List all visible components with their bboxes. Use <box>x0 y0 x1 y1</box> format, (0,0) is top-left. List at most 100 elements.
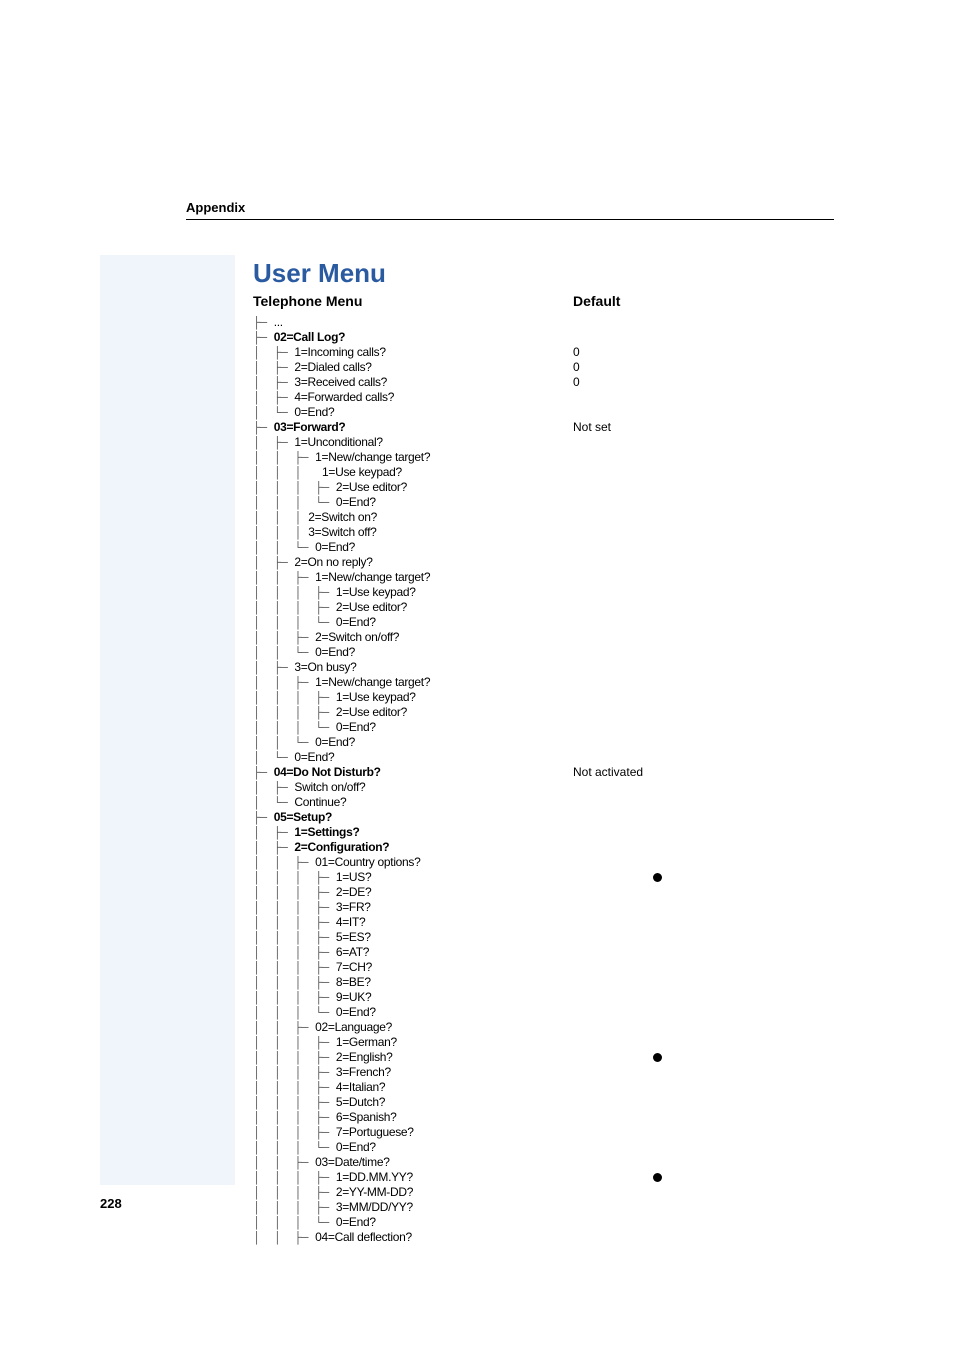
tree-row: │ │ │ ├─ 8=BE? <box>253 975 834 990</box>
tree-row-default <box>573 1020 834 1035</box>
tree-row-default <box>573 435 834 450</box>
tree-row: │ ├─ Switch on/off? <box>253 780 834 795</box>
tree-row: │ │ │ ├─ 2=Use editor? <box>253 480 834 495</box>
tree-row-default <box>573 1035 834 1050</box>
tree-row-default: 0 <box>573 375 834 390</box>
tree-row-default <box>573 780 834 795</box>
tree-row-label: │ ├─ 1=Incoming calls? <box>253 345 573 360</box>
tree-row: ├─ 02=Call Log? <box>253 330 834 345</box>
tree-row-default <box>573 1125 834 1140</box>
tree-row: │ │ │ ├─ 2=DE? <box>253 885 834 900</box>
tree-row: │ │ └─ 0=End? <box>253 735 834 750</box>
tree-row-label: │ │ │ ├─ 7=Portuguese? <box>253 1125 573 1140</box>
tree-row-default <box>573 465 834 480</box>
tree-row-label: │ │ ├─ 1=New/change target? <box>253 570 573 585</box>
default-dot-icon <box>653 1053 662 1062</box>
tree-row: │ ├─ 1=Settings? <box>253 825 834 840</box>
tree-row-default <box>573 450 834 465</box>
tree-row-label: │ │ │ ├─ 4=Italian? <box>253 1080 573 1095</box>
tree-row-default <box>573 690 834 705</box>
tree-row-default <box>573 615 834 630</box>
tree-row-default: 0 <box>573 345 834 360</box>
tree-row: │ │ │ ├─ 1=Use keypad? <box>253 690 834 705</box>
tree-row-default <box>573 1230 834 1245</box>
tree-row-default <box>573 1065 834 1080</box>
col-header-right: Default <box>573 293 834 309</box>
tree-row-default <box>573 1110 834 1125</box>
tree-row: │ ├─ 4=Forwarded calls? <box>253 390 834 405</box>
tree-row: │ ├─ 1=Incoming calls?0 <box>253 345 834 360</box>
tree-row-label: │ │ │ ├─ 1=Use keypad? <box>253 585 573 600</box>
tree-row-label: │ │ │ ├─ 2=Use editor? <box>253 600 573 615</box>
tree-row: │ │ │ ├─ 6=Spanish? <box>253 1110 834 1125</box>
tree-row: │ │ ├─ 1=New/change target? <box>253 570 834 585</box>
tree-row: ├─ 04=Do Not Disturb?Not activated <box>253 765 834 780</box>
tree-row: │ │ │ ├─ 5=ES? <box>253 930 834 945</box>
tree-row-default <box>573 540 834 555</box>
tree-row-default: Not activated <box>573 765 834 780</box>
tree-row: │ │ ├─ 1=New/change target? <box>253 675 834 690</box>
tree-row-default <box>573 330 834 345</box>
tree-row-label: │ │ │ ├─ 1=Use keypad? <box>253 690 573 705</box>
tree-row-label: │ │ └─ 0=End? <box>253 540 573 555</box>
left-margin-stripe <box>100 255 235 1185</box>
tree-row-default <box>573 735 834 750</box>
tree-row-label: │ │ ├─ 01=Country options? <box>253 855 573 870</box>
tree-row-label: │ │ │ ├─ 3=MM/DD/YY? <box>253 1200 573 1215</box>
tree-row-label: │ │ │ ├─ 1=German? <box>253 1035 573 1050</box>
tree-row: │ ├─ 2=Configuration? <box>253 840 834 855</box>
tree-row-label: │ ├─ 4=Forwarded calls? <box>253 390 573 405</box>
tree-row: │ │ │ └─ 0=End? <box>253 1005 834 1020</box>
tree-row-default <box>573 1170 834 1185</box>
tree-row-default <box>573 990 834 1005</box>
tree-row-label: │ │ │ └─ 0=End? <box>253 1005 573 1020</box>
tree-row-default <box>573 1005 834 1020</box>
tree-row-default <box>573 495 834 510</box>
tree-row: │ │ │ ├─ 6=AT? <box>253 945 834 960</box>
tree-row-label: ├─ 03=Forward? <box>253 420 573 435</box>
tree-row-default <box>573 750 834 765</box>
tree-row-label: │ ├─ 2=Configuration? <box>253 840 573 855</box>
tree-row-label: │ │ ├─ 1=New/change target? <box>253 450 573 465</box>
tree-row: ├─ 05=Setup? <box>253 810 834 825</box>
tree-row-default <box>573 555 834 570</box>
tree-row-default <box>573 1200 834 1215</box>
tree-row-default <box>573 1095 834 1110</box>
tree-row-label: │ │ │ └─ 0=End? <box>253 1215 573 1230</box>
tree-row: │ │ │ └─ 0=End? <box>253 495 834 510</box>
tree-row-default <box>573 525 834 540</box>
tree-row-default: 0 <box>573 360 834 375</box>
tree-row-default <box>573 795 834 810</box>
tree-row: │ │ ├─ 04=Call deflection? <box>253 1230 834 1245</box>
tree-row-label: ├─ 05=Setup? <box>253 810 573 825</box>
tree-row-default <box>573 585 834 600</box>
tree-row-default <box>573 600 834 615</box>
tree-row: │ │ │ ├─ 7=Portuguese? <box>253 1125 834 1140</box>
tree-row-default: Not set <box>573 420 834 435</box>
tree-row: │ │ │ ├─ 2=Use editor? <box>253 600 834 615</box>
section-header: Appendix <box>186 200 834 220</box>
tree-row-label: │ │ └─ 0=End? <box>253 645 573 660</box>
tree-row: │ │ ├─ 01=Country options? <box>253 855 834 870</box>
tree-row-default <box>573 720 834 735</box>
tree-row: │ │ ├─ 02=Language? <box>253 1020 834 1035</box>
tree-row-label: │ │ ├─ 02=Language? <box>253 1020 573 1035</box>
tree-row-label: │ │ │ ├─ 3=French? <box>253 1065 573 1080</box>
tree-row-label: │ │ │ └─ 0=End? <box>253 615 573 630</box>
tree-row: │ │ │ ├─ 9=UK? <box>253 990 834 1005</box>
tree-row-label: │ │ │ ├─ 6=AT? <box>253 945 573 960</box>
tree-row-label: │ │ │ 3=Switch off? <box>253 525 573 540</box>
tree-row-label: │ ├─ Switch on/off? <box>253 780 573 795</box>
tree-row: │ │ ├─ 1=New/change target? <box>253 450 834 465</box>
tree-row: │ └─ 0=End? <box>253 405 834 420</box>
tree-row-label: │ └─ 0=End? <box>253 405 573 420</box>
tree-row-label: │ │ │ ├─ 2=Use editor? <box>253 480 573 495</box>
tree-row-default <box>573 510 834 525</box>
tree-row-label: │ │ │ ├─ 4=IT? <box>253 915 573 930</box>
tree-row-default <box>573 960 834 975</box>
tree-row-label: │ │ │ 2=Switch on? <box>253 510 573 525</box>
tree-row: │ │ │ ├─ 3=MM/DD/YY? <box>253 1200 834 1215</box>
tree-row-label: ├─ 02=Call Log? <box>253 330 573 345</box>
tree-row-label: │ ├─ 2=On no reply? <box>253 555 573 570</box>
tree-row-default <box>573 900 834 915</box>
